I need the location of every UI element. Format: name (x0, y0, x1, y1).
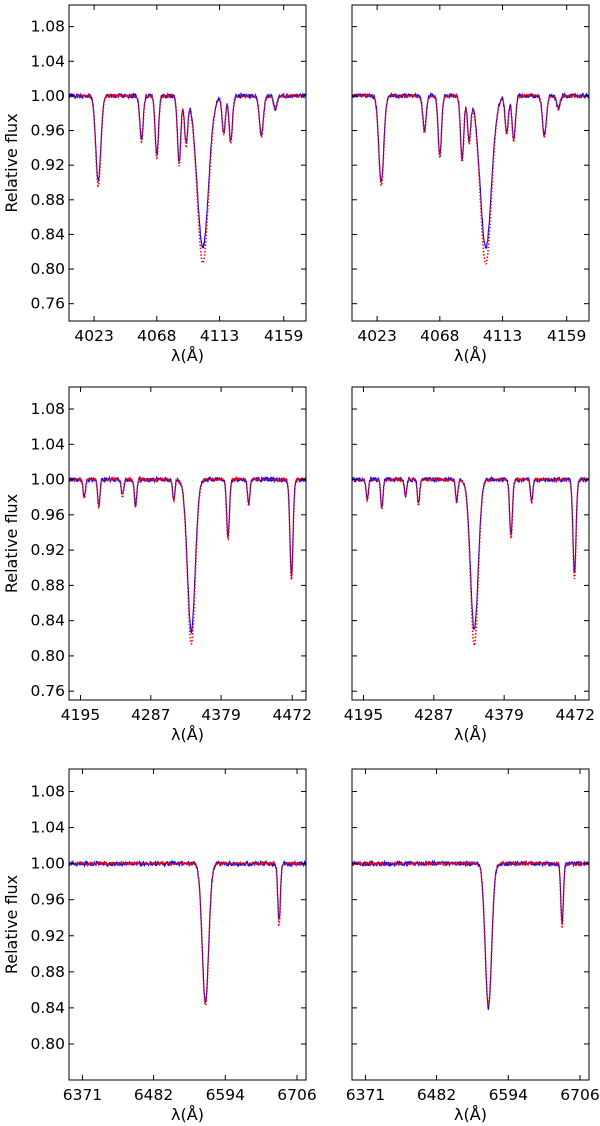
panel-r1c1: 0.76 0.80 0.84 0.88 0.92 0.96 1.00 1.04 1.08 4023… (2, 4, 307, 365)
observed-spectrum-line (69, 859, 306, 1004)
y-tick-label: 0.88 (30, 191, 65, 209)
x-tick-label: 4195 (61, 706, 100, 724)
x-tick-label: 4195 (344, 706, 383, 724)
x-tick-label: 4113 (483, 327, 522, 345)
y-tick-label: 0.76 (30, 295, 65, 313)
x-tick-label: 4023 (74, 327, 113, 345)
x-tick-label: 4023 (357, 327, 396, 345)
x-tick-label: 4287 (414, 706, 453, 724)
x-tick-label: 6482 (417, 1086, 456, 1104)
y-tick-label: 0.80 (30, 260, 65, 278)
y-tick-label: 0.88 (30, 963, 65, 981)
plot-frame (351, 386, 590, 701)
x-tick-label: 6594 (489, 1086, 528, 1104)
y-tick-label: 0.84 (30, 999, 65, 1017)
plot-frame (68, 4, 307, 322)
y-tick-label: 0.92 (30, 927, 65, 945)
x-tick-label: 4287 (131, 706, 170, 724)
x-axis-label: λ(Å) (171, 346, 204, 365)
y-axis-label: Relative flux (2, 113, 21, 212)
panel-r2c1: 0.76 0.80 0.84 0.88 0.92 0.96 1.00 1.04 1.08 4195… (2, 386, 312, 744)
x-tick-label: 4068 (137, 327, 176, 345)
x-tick-label: 4068 (420, 327, 459, 345)
x-tick-label: 4472 (273, 706, 312, 724)
x-axis-label: λ(Å) (454, 725, 487, 744)
x-tick-label: 4113 (200, 327, 239, 345)
model-spectrum-line (352, 860, 589, 1009)
y-tick-label: 1.08 (30, 783, 65, 801)
observed-spectrum-line (352, 91, 589, 249)
x-tick-label: 6371 (63, 1086, 102, 1104)
y-tick-label: 0.76 (30, 682, 65, 700)
observed-spectrum-line (352, 859, 589, 1011)
plot-frame (68, 386, 307, 701)
plot-frame (68, 768, 307, 1081)
observed-spectrum-line (69, 475, 306, 635)
model-spectrum-line (69, 92, 306, 265)
x-tick-label: 4159 (264, 327, 303, 345)
observed-spectrum-line (352, 475, 589, 630)
x-tick-label: 4379 (201, 706, 240, 724)
model-spectrum-line (69, 860, 306, 1008)
x-tick-label: 4159 (547, 327, 586, 345)
y-tick-label: 0.92 (30, 541, 65, 559)
y-tick-label: 0.80 (30, 1035, 65, 1053)
y-tick-label: 0.92 (30, 156, 65, 174)
y-tick-label: 1.04 (30, 435, 65, 453)
y-tick-label: 0.88 (30, 576, 65, 594)
y-tick-label: 1.04 (30, 819, 65, 837)
model-spectrum-line (69, 475, 306, 645)
x-tick-label: 4379 (484, 706, 523, 724)
x-axis-label: λ(Å) (171, 725, 204, 744)
y-tick-label: 1.04 (30, 52, 65, 70)
y-tick-label: 1.08 (30, 400, 65, 418)
observed-spectrum-line (69, 91, 306, 249)
x-axis-label: λ(Å) (454, 1105, 487, 1124)
y-tick-label: 1.00 (30, 855, 65, 873)
plot-frame (351, 768, 590, 1081)
y-tick-label: 0.80 (30, 647, 65, 665)
panel-r3c2: 6371 6482 6594 6706 λ(Å) (346, 768, 600, 1124)
y-tick-label: 0.96 (30, 506, 65, 524)
y-tick-label: 0.96 (30, 891, 65, 909)
y-tick-label: 0.84 (30, 612, 65, 630)
x-tick-label: 4472 (556, 706, 595, 724)
y-tick-label: 0.96 (30, 122, 65, 140)
y-tick-label: 0.84 (30, 225, 65, 243)
y-tick-label: 1.00 (30, 87, 65, 105)
model-spectrum-line (352, 92, 589, 265)
x-axis-label: λ(Å) (454, 346, 487, 365)
y-axis-label: Relative flux (2, 494, 21, 593)
y-tick-label: 1.08 (30, 18, 65, 36)
model-spectrum-line (352, 476, 589, 646)
x-axis-label: λ(Å) (171, 1105, 204, 1124)
x-tick-label: 6594 (206, 1086, 245, 1104)
panel-r3c1: 0.80 0.84 0.88 0.92 0.96 1.00 1.04 1.08 6371 6482… (2, 768, 317, 1124)
x-tick-label: 6371 (346, 1086, 385, 1104)
x-tick-label: 6706 (560, 1086, 599, 1104)
y-tick-label: 1.00 (30, 471, 65, 489)
y-axis-label: Relative flux (2, 875, 21, 974)
panel-r1c2: 4023 4068 4113 4159 λ(Å) (351, 4, 590, 365)
x-tick-label: 6482 (134, 1086, 173, 1104)
x-tick-label: 6706 (277, 1086, 316, 1104)
panel-r2c2: 4195 4287 4379 4472 λ(Å) (344, 386, 595, 744)
plot-frame (351, 4, 590, 322)
